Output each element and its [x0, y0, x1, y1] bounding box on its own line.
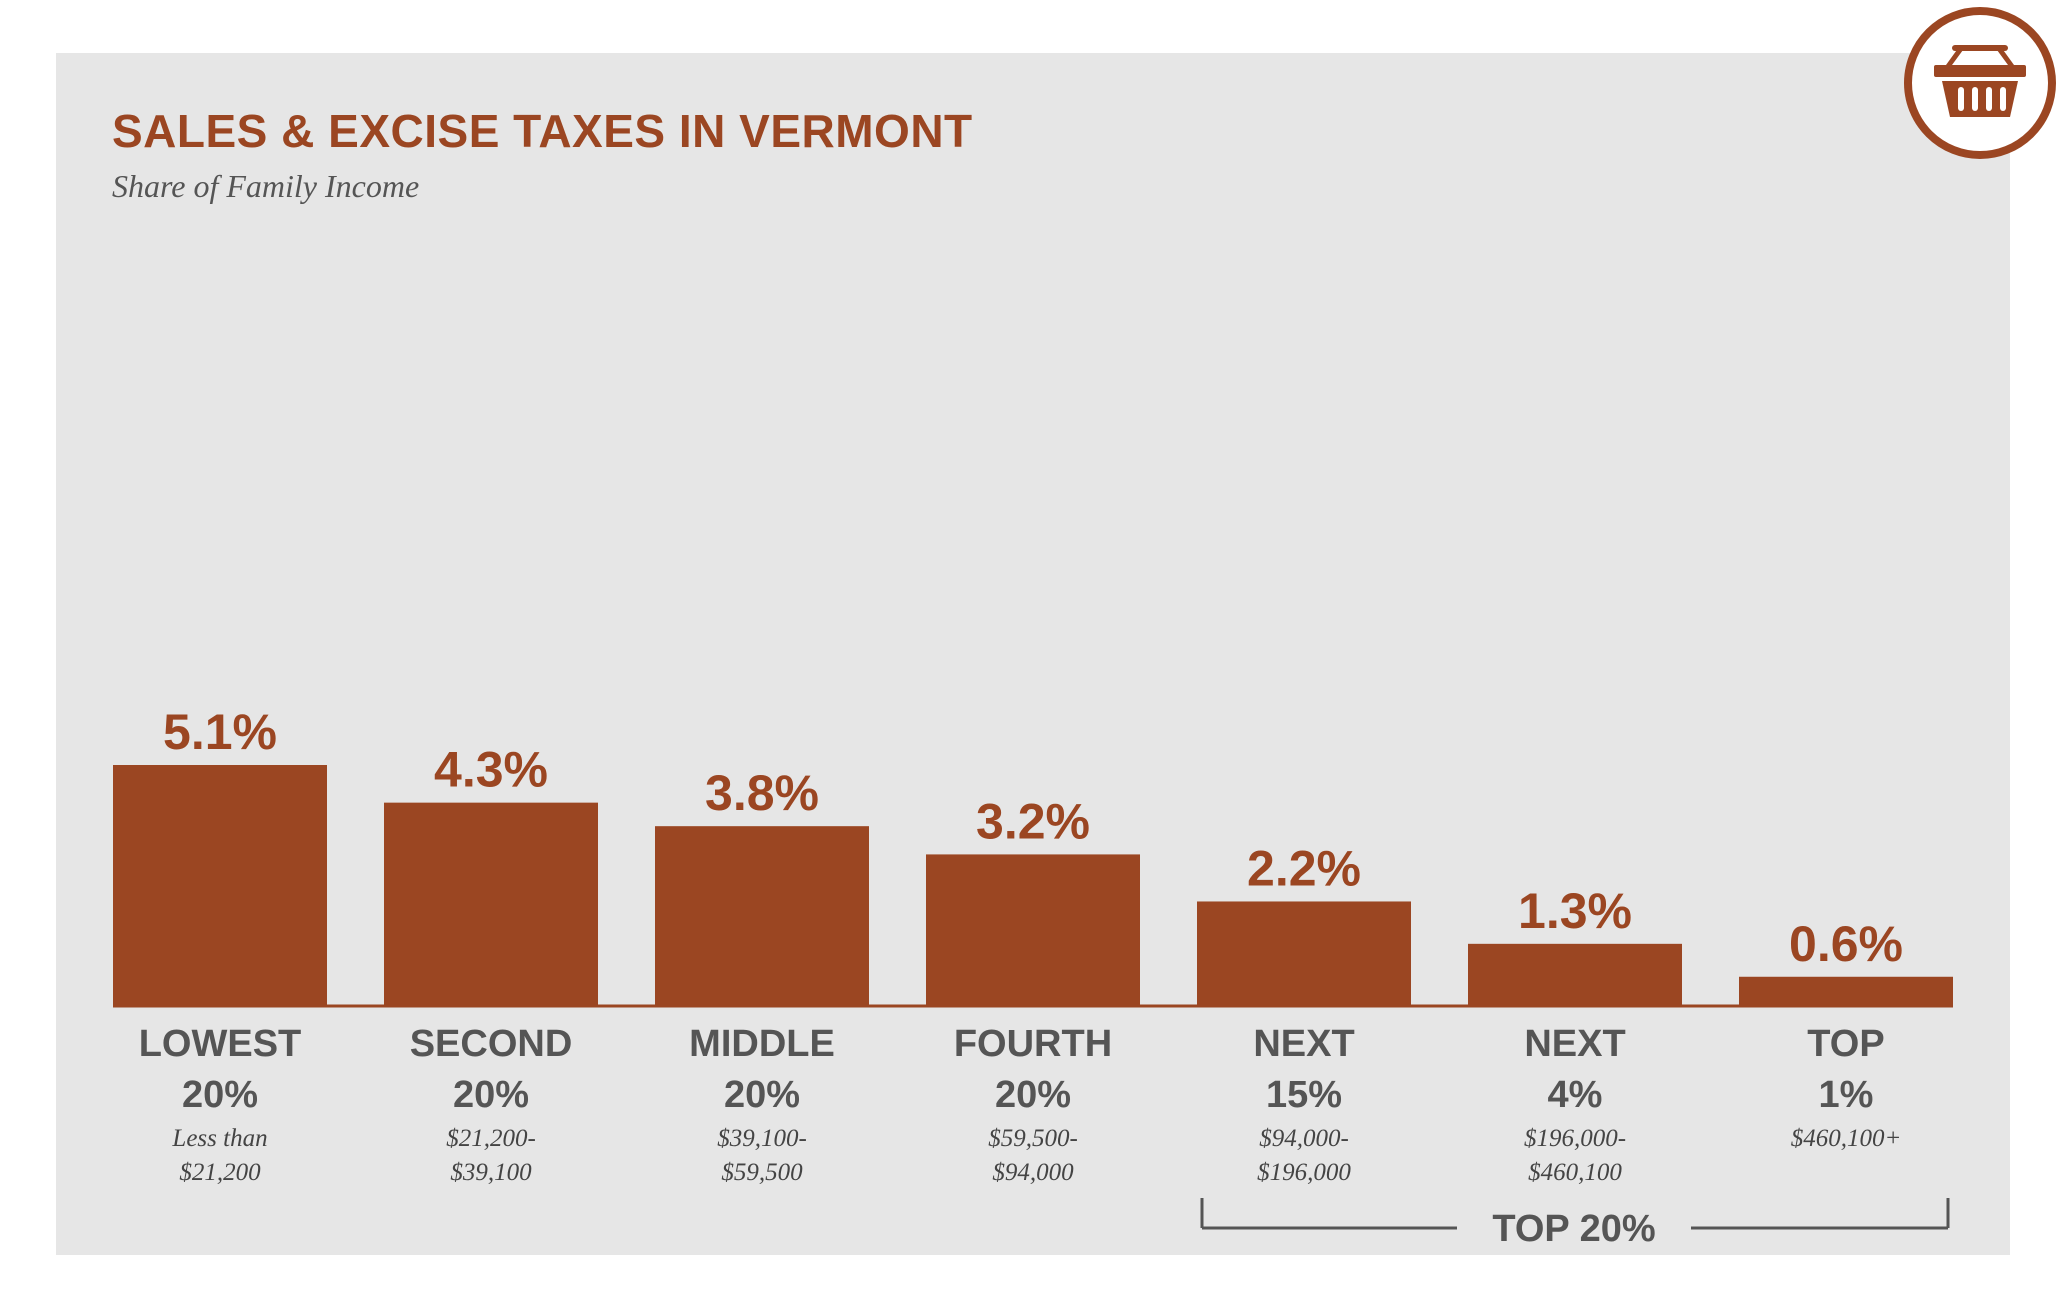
category-label: TOP	[1807, 1023, 1884, 1065]
category-label: MIDDLE	[689, 1023, 835, 1065]
chart-title: SALES & EXCISE TAXES IN VERMONT	[112, 105, 973, 157]
income-range-label: $196,000-	[1524, 1125, 1626, 1152]
income-range-label: $59,500	[721, 1159, 803, 1186]
category-share-label: 20%	[182, 1074, 258, 1116]
value-label: 5.1%	[163, 704, 277, 760]
income-range-label: $460,100	[1528, 1159, 1622, 1186]
value-label: 4.3%	[434, 742, 548, 798]
value-label: 1.3%	[1518, 883, 1632, 939]
category-share-label: 1%	[1819, 1074, 1874, 1116]
income-range-label: $21,200-	[446, 1125, 536, 1152]
income-range-label: $39,100-	[717, 1125, 807, 1152]
category-label: FOURTH	[954, 1023, 1112, 1065]
basket-shape	[1934, 45, 2026, 117]
shopping-basket-icon	[1904, 7, 2056, 159]
category-share-label: 20%	[724, 1074, 800, 1116]
income-range-label: $196,000	[1257, 1159, 1351, 1186]
bar	[1197, 901, 1411, 1005]
value-label: 0.6%	[1789, 916, 1903, 972]
income-range-label: Less than	[171, 1125, 267, 1152]
bar	[655, 826, 869, 1005]
bar	[113, 765, 327, 1005]
category-share-label: 4%	[1548, 1074, 1603, 1116]
category-share-label: 15%	[1266, 1074, 1342, 1116]
category-label: LOWEST	[139, 1023, 302, 1065]
bar	[926, 854, 1140, 1005]
bar	[384, 802, 598, 1005]
chart-panel	[56, 53, 2010, 1255]
income-range-label: $94,000-	[1259, 1125, 1349, 1152]
bar	[1739, 976, 1953, 1005]
category-share-label: 20%	[453, 1074, 529, 1116]
value-label: 3.2%	[976, 793, 1090, 849]
bar	[1468, 943, 1682, 1005]
chart-subtitle: Share of Family Income	[112, 168, 420, 204]
value-label: 3.8%	[705, 765, 819, 821]
group-label: TOP 20%	[1492, 1208, 1655, 1250]
income-range-label: $460,100+	[1791, 1125, 1902, 1152]
value-label: 2.2%	[1247, 840, 1361, 896]
category-label: SECOND	[410, 1023, 573, 1065]
income-range-label: $21,200	[179, 1159, 261, 1186]
income-range-label: $39,100	[450, 1159, 532, 1186]
income-range-label: $59,500-	[988, 1125, 1078, 1152]
category-share-label: 20%	[995, 1074, 1071, 1116]
category-label: NEXT	[1524, 1023, 1625, 1065]
income-range-label: $94,000	[992, 1159, 1074, 1186]
category-label: NEXT	[1253, 1023, 1354, 1065]
